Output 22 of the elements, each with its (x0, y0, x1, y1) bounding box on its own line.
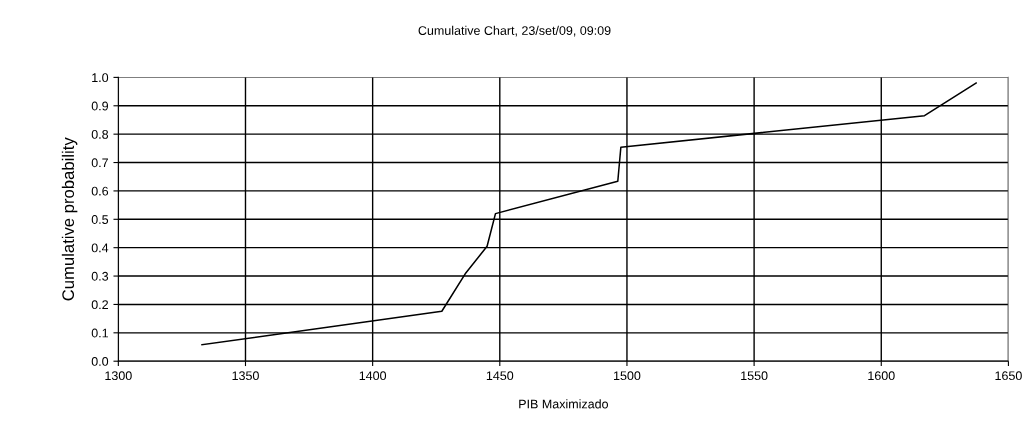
y-tick-label: 0.9 (91, 101, 109, 111)
x-axis-title: PIB Maximizado (519, 399, 609, 409)
x-tick-label: 1300 (105, 371, 132, 381)
y-tick-label: 0.8 (91, 129, 109, 139)
x-tick-label: 1600 (868, 371, 895, 381)
y-axis-title: Cumulative probability (61, 137, 78, 301)
chart-title: Cumulative Chart, 23/set/09, 09:09 (418, 25, 611, 37)
y-tick-label: 0.6 (91, 186, 109, 196)
y-tick-label: 0.1 (91, 328, 108, 338)
y-tick-label: 0.0 (91, 357, 109, 366)
y-tick-label: 1.0 (92, 73, 109, 83)
x-tick-label: 1400 (359, 371, 387, 381)
x-tick-label: 1550 (741, 371, 768, 381)
x-tick-label: 1450 (486, 371, 514, 381)
y-tick-label: 0.5 (91, 215, 109, 224)
x-tick-label: 1500 (614, 371, 641, 381)
y-tick-label: 0.2 (91, 300, 108, 310)
y-tick-label: 0.3 (91, 271, 109, 281)
x-tick-label: 1350 (232, 371, 259, 381)
x-tick-label: 1650 (995, 371, 1022, 381)
y-tick-label: 0.4 (91, 243, 109, 253)
y-tick-label: 0.7 (91, 158, 108, 168)
